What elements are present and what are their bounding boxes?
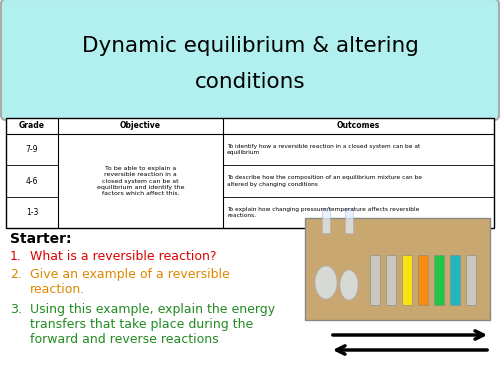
Text: Objective: Objective	[120, 122, 161, 130]
Text: To describe how the composition of an equilibrium mixture can be
altered by chan: To describe how the composition of an eq…	[227, 176, 422, 187]
Bar	[345, 208, 353, 233]
Text: 2.: 2.	[10, 268, 22, 281]
Text: What is a reversible reaction?: What is a reversible reaction?	[30, 250, 216, 263]
Bar	[434, 255, 444, 305]
Bar	[402, 255, 412, 305]
Text: Give an example of a reversible
reaction.: Give an example of a reversible reaction…	[30, 268, 230, 296]
Text: To identify how a reversible reaction in a closed system can be at
equilibrium: To identify how a reversible reaction in…	[227, 144, 420, 155]
Text: Starter:: Starter:	[10, 232, 72, 246]
Text: 7-9: 7-9	[26, 145, 38, 154]
Bar	[386, 255, 396, 305]
Text: To explain how changing pressure/temperature affects reversible
reactions.: To explain how changing pressure/tempera…	[227, 207, 420, 218]
Text: 3.: 3.	[10, 303, 22, 316]
Text: Grade: Grade	[19, 122, 45, 130]
Text: Dynamic equilibrium & altering: Dynamic equilibrium & altering	[82, 36, 418, 56]
Ellipse shape	[340, 270, 358, 300]
Text: 1.: 1.	[10, 250, 22, 263]
Text: 1-3: 1-3	[26, 208, 38, 217]
Bar	[6, 118, 494, 228]
Bar	[322, 208, 330, 233]
Text: Using this example, explain the energy
transfers that take place during the
forw: Using this example, explain the energy t…	[30, 303, 275, 346]
Bar	[418, 255, 428, 305]
Text: To be able to explain a
reversible reaction in a
closed system can be at
equilib: To be able to explain a reversible react…	[97, 166, 184, 196]
FancyBboxPatch shape	[1, 0, 499, 120]
Text: Outcomes: Outcomes	[337, 122, 380, 130]
Text: 4-6: 4-6	[26, 177, 38, 186]
Bar	[450, 255, 460, 305]
Bar	[305, 218, 490, 320]
Bar	[370, 255, 380, 305]
Text: conditions: conditions	[194, 72, 306, 92]
Ellipse shape	[315, 266, 337, 299]
Bar	[466, 255, 476, 305]
